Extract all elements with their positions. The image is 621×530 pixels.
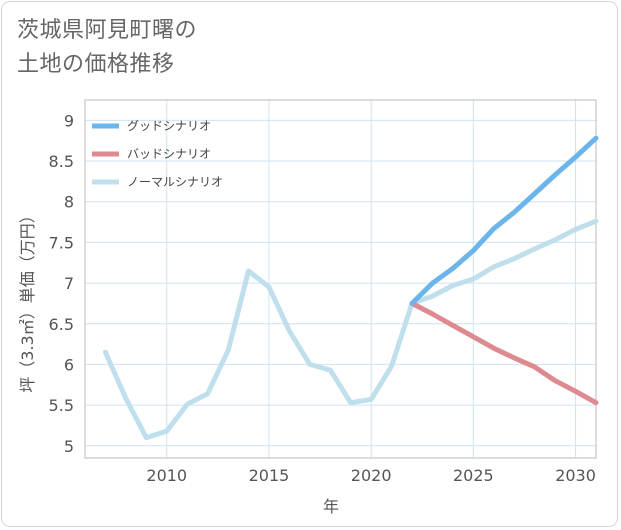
y-tick-label: 7.5 <box>49 233 74 252</box>
legend-label: グッドシナリオ <box>127 119 211 133</box>
x-tick-label: 2025 <box>453 466 494 485</box>
chart-title-line-2: 土地の価格推移 <box>17 52 175 77</box>
chart-title: 茨城県阿見町曙の 土地の価格推移 <box>17 14 197 82</box>
y-tick-label: 7 <box>64 274 74 293</box>
y-tick-label: 6 <box>64 355 74 374</box>
x-tick-label: 2010 <box>146 466 187 485</box>
y-tick-label: 8.5 <box>49 152 74 171</box>
y-tick-label: 5.5 <box>49 396 74 415</box>
y-axis-label: 坪（3.3㎡）単価（万円） <box>18 207 37 392</box>
series-line <box>409 300 599 406</box>
legend-label: バッドシナリオ <box>127 147 211 161</box>
chart-title-line-1: 茨城県阿見町曙の <box>17 18 198 43</box>
x-tick-label: 2015 <box>249 466 290 485</box>
series-layer <box>102 135 599 441</box>
x-tick-label: 2030 <box>555 466 596 485</box>
y-tick-label: 5 <box>64 437 74 456</box>
axis-ticks: 5 5.5 6 6.5 7 7.5 8 8.5 9 2010 2015 2020 2025 2030 <box>49 111 596 485</box>
y-tick-label: 6.5 <box>49 315 74 334</box>
plot-area <box>84 99 597 459</box>
series-line <box>102 218 599 441</box>
x-axis-label: 年 <box>323 497 339 516</box>
y-tick-label: 8 <box>64 193 74 212</box>
series-line <box>409 135 599 306</box>
x-tick-label: 2020 <box>351 466 392 485</box>
y-tick-label: 9 <box>64 111 74 130</box>
legend-label: ノーマルシナリオ <box>127 175 223 189</box>
